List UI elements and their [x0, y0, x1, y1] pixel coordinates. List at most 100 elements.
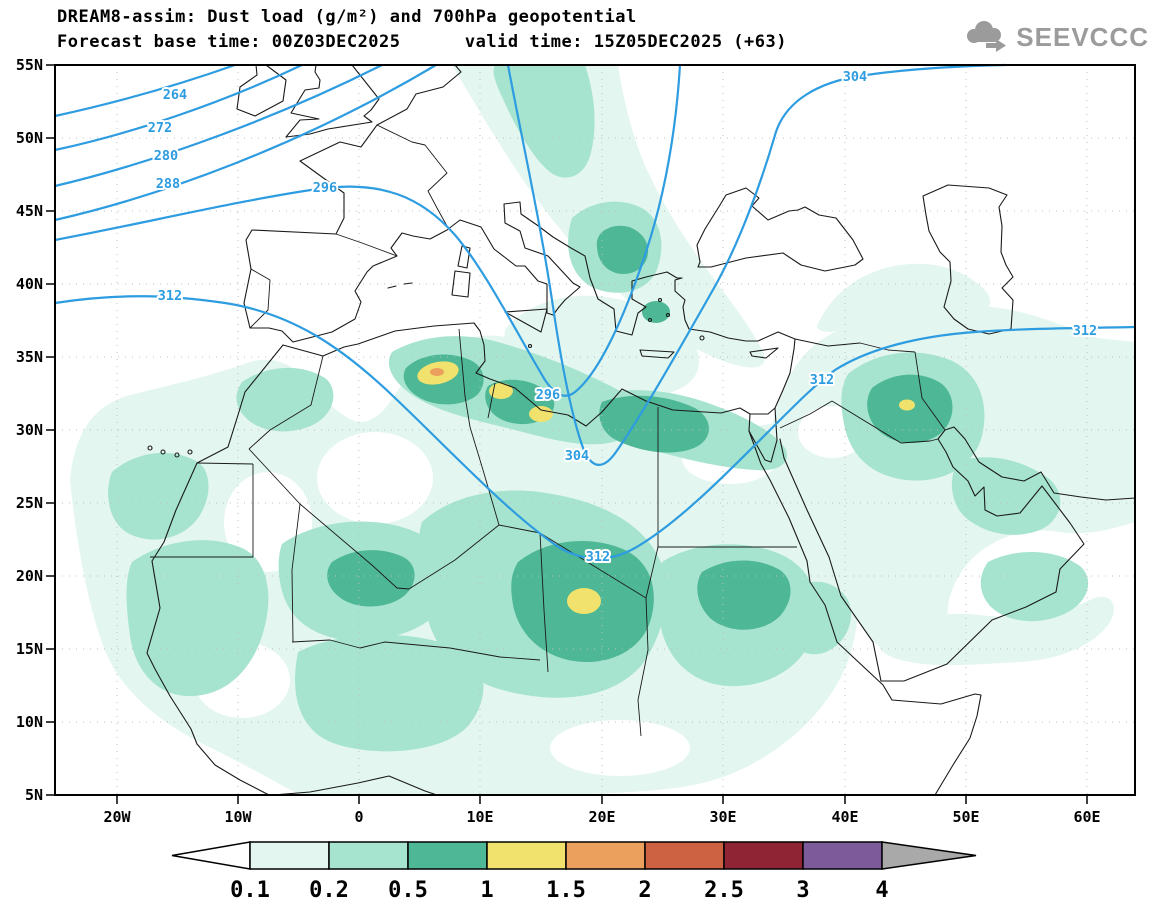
contour-label: 312 — [586, 549, 610, 565]
dust-blob — [817, 263, 991, 332]
contour-296 — [53, 63, 682, 397]
dust-blob — [126, 540, 269, 697]
lon-tick-marks — [116, 795, 1088, 804]
lon-label: 20E — [588, 808, 615, 826]
contour-label: 296 — [313, 180, 337, 196]
contour-value-labels: 264 272 280 288 296 304 296 304 312 312 … — [146, 67, 1099, 567]
colorbar-label: 4 — [875, 878, 888, 903]
border-path — [645, 546, 659, 599]
coastline-path — [748, 407, 778, 463]
colorbar-label: 1 — [480, 878, 493, 903]
dust-hotspot — [899, 399, 915, 411]
dust-blob — [295, 634, 484, 752]
island-aegean — [665, 312, 671, 318]
lat-label: 45N — [16, 202, 43, 220]
lon-label: 10W — [224, 808, 252, 826]
colorbar-label: 0.2 — [309, 878, 349, 903]
dust-blob — [697, 560, 791, 630]
border-path — [248, 355, 324, 450]
border-path — [408, 524, 500, 590]
cloud-arrow-icon — [967, 21, 1007, 52]
lon-label: 50E — [952, 808, 979, 826]
island-crete — [639, 349, 675, 359]
dust-hotspot — [567, 588, 601, 614]
dust-hotspot — [529, 406, 553, 422]
lon-axis-labels: 20W 10W 0 10E 20E 30E 40E 50E 60E — [103, 808, 1100, 826]
dust-blob — [236, 367, 334, 432]
coastline-path — [285, 64, 380, 138]
lat-label: 25N — [16, 494, 43, 512]
lon-label: 60E — [1073, 808, 1100, 826]
colorbar-segment — [407, 841, 488, 870]
lat-label: 50N — [16, 129, 43, 147]
dust-blob — [642, 301, 670, 323]
island-canary — [174, 452, 180, 458]
lon-label: 30E — [709, 808, 736, 826]
lat-axis-labels: 55N 50N 45N 40N 35N 30N 25N 20N 15N 10N … — [16, 56, 43, 804]
border-path — [487, 382, 496, 419]
island-aegean — [647, 317, 653, 323]
colorbar-label: 2 — [638, 878, 651, 903]
lat-label: 40N — [16, 275, 43, 293]
colorbar — [171, 841, 977, 870]
coastline-path — [282, 277, 796, 427]
border-path — [458, 328, 471, 428]
colorbar-segment — [486, 841, 567, 870]
colorbar-label: 0.1 — [230, 878, 270, 903]
contour-288 — [53, 63, 438, 222]
coastline-path — [779, 426, 1136, 682]
contour-264 — [53, 63, 237, 118]
border-path — [831, 400, 939, 444]
lat-label: 20N — [16, 567, 43, 585]
contour-label: 272 — [148, 120, 172, 136]
colorbar-segment — [249, 841, 330, 870]
colorbar-label: 3 — [796, 878, 809, 903]
dust-blob — [596, 225, 649, 274]
lat-label: 15N — [16, 640, 43, 658]
contour-label: 304 — [565, 448, 589, 464]
border-path — [249, 268, 271, 329]
border-path — [637, 597, 649, 737]
coastline-path — [748, 430, 982, 796]
seevccc-logo: SEEVCCC — [962, 18, 1149, 56]
border-path — [196, 462, 254, 465]
lon-label: 40E — [831, 808, 858, 826]
contour-312 — [53, 295, 1137, 560]
colorbar-segment — [802, 841, 883, 870]
colorbar-arrow-left — [171, 841, 251, 870]
lat-label: 35N — [16, 348, 43, 366]
island-canary — [147, 445, 153, 451]
border-path — [779, 400, 833, 429]
geopotential-contours — [53, 63, 1137, 560]
plot-title: DREAM8-assim: Dust load (g/m²) and 700hP… — [57, 7, 637, 27]
contour-280 — [53, 63, 384, 188]
dust-hotspot-core — [430, 368, 444, 376]
colorbar-segment — [644, 841, 725, 870]
colorbar-label: 1.5 — [546, 878, 586, 903]
coastline-path — [272, 775, 438, 796]
island-balearics — [387, 282, 413, 289]
colorbar-segment — [565, 841, 646, 870]
border-path — [914, 351, 946, 431]
colorbar-segment — [328, 841, 409, 870]
contour-304 — [506, 63, 1007, 466]
lat-label: 30N — [16, 421, 43, 439]
lat-label: 5N — [25, 786, 43, 804]
border-path — [291, 639, 541, 661]
contour-label: 312 — [158, 288, 182, 304]
contour-label: 296 — [536, 387, 560, 403]
lat-label: 10N — [16, 713, 43, 731]
island-rhodes — [699, 335, 705, 341]
coastline-path — [146, 344, 284, 796]
border-path — [376, 124, 448, 227]
dust-blob — [599, 395, 709, 453]
logo-text: SEEVCCC — [1016, 21, 1149, 52]
coastline-path — [696, 187, 864, 272]
border-path — [539, 532, 549, 673]
colorbar-arrow-right — [881, 841, 977, 870]
island-corsica — [457, 245, 471, 269]
island-sardinia — [451, 270, 471, 298]
colorbar-label: 0.5 — [388, 878, 428, 903]
dust-shading-layer — [70, 65, 1135, 795]
